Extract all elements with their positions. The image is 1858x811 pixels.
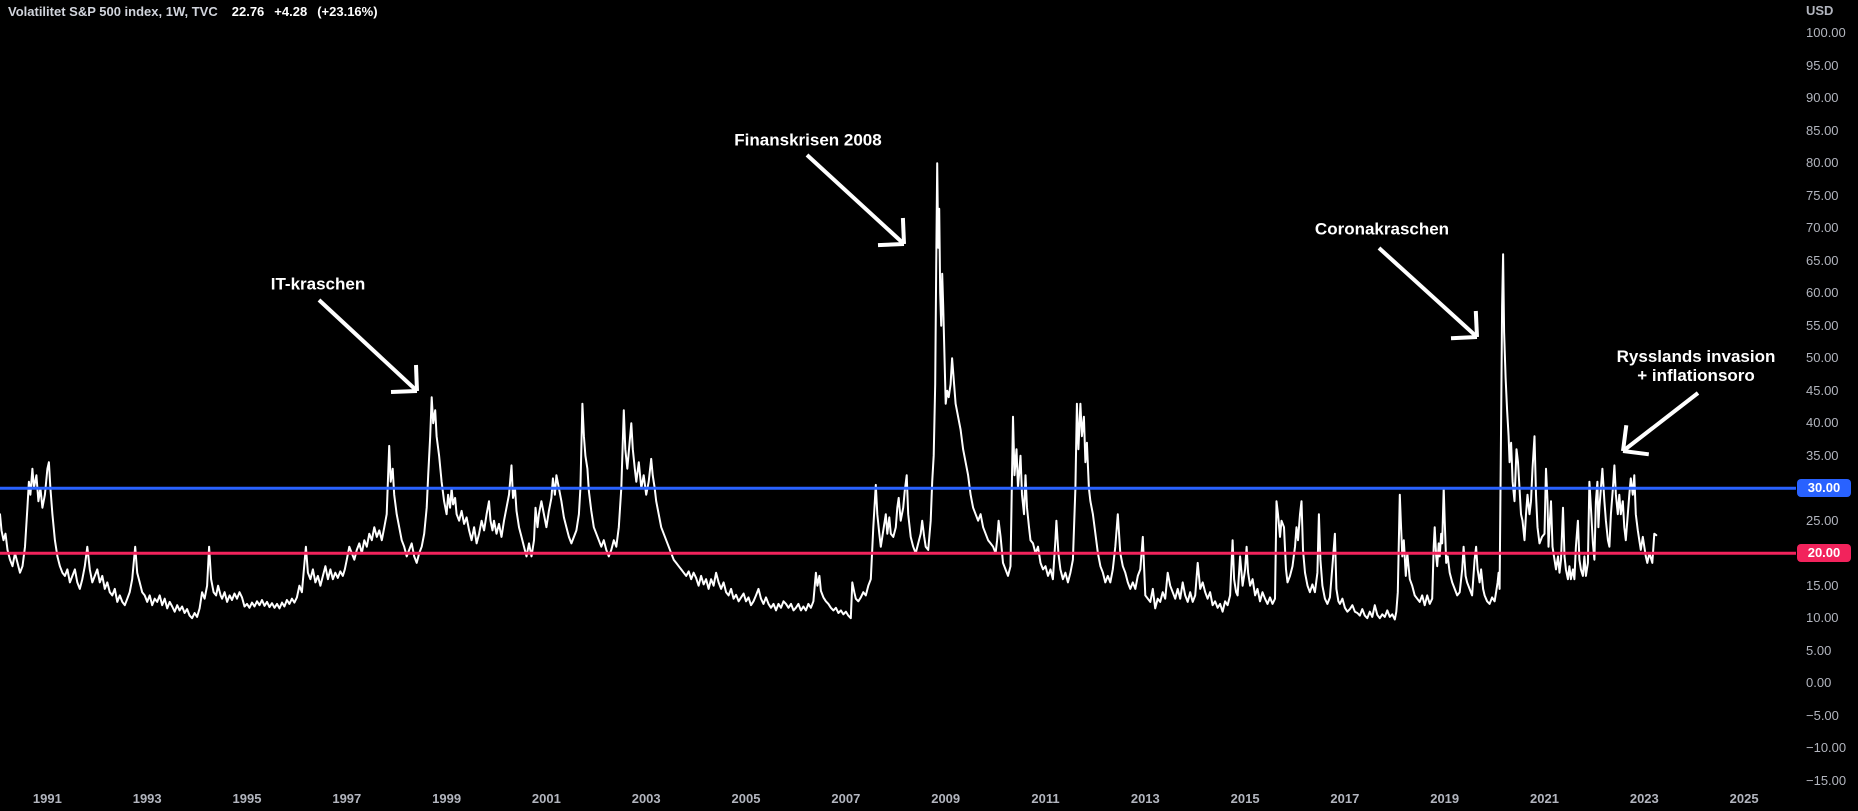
annotation-text[interactable]: Finanskrisen 2008 [734,130,881,149]
year-tick-label: 2017 [1330,791,1360,806]
year-tick-label: 2009 [931,791,961,806]
price-axis[interactable]: 30.00 20.00 100.00 95.00 90.00 85.00 80.00 75.0… [1796,0,1858,811]
year-tick-label: 2013 [1130,791,1160,806]
price-tick-label: 65.00 [1806,252,1839,268]
level-price-tag[interactable]: 30.00 [1797,479,1851,498]
price-tick-label: 90.00 [1806,90,1839,106]
annotation-arrow-shaft[interactable] [1377,246,1479,339]
annotation-text[interactable]: Coronakraschen [1315,219,1449,238]
price-tick-label: 95.00 [1806,57,1839,73]
annotation-text-line: Coronakraschen [1314,219,1450,239]
year-tick-label: 2021 [1530,791,1559,806]
year-tick-label: 2023 [1629,791,1659,806]
year-tick-label: 2001 [531,791,561,806]
price-tick-label: 10.00 [1806,610,1839,626]
price-tick-label: 40.00 [1806,415,1839,431]
annotation-text-line: Rysslands invasion [1616,346,1776,366]
annotation-arrow-head [900,217,906,245]
price-tick-label: 75.00 [1806,187,1839,203]
annotation-arrow-head [1621,424,1629,452]
year-tick-label: 2025 [1729,791,1759,806]
price-axis-currency-label: USD [1806,3,1834,18]
price-tick-label: 5.00 [1806,642,1832,658]
annotation-arrow-head [1622,449,1650,457]
annotation-text[interactable]: IT-kraschen [271,274,366,293]
price-tick-label: 85.00 [1806,122,1839,138]
year-tick-label: 2015 [1230,791,1260,806]
price-tick-label: 25.00 [1806,512,1839,528]
price-tick-label: 55.00 [1806,317,1839,333]
price-tick-label: 80.00 [1806,155,1839,171]
chart-legend: Volatilitet S&P 500 index, 1W, TVC 22.76… [8,4,378,19]
price-tick-label: 60.00 [1806,285,1839,301]
annotation-arrow-head [1450,335,1478,341]
year-tick-label: 2007 [831,791,861,806]
price-tick-label: 15.00 [1806,577,1839,593]
year-tick-label: 2019 [1430,791,1460,806]
year-tick-label: 1995 [232,791,262,806]
year-tick-label: 1997 [332,791,362,806]
annotation-arrow-shaft[interactable] [1621,391,1700,453]
year-tick-label: 1991 [32,791,62,806]
time-axis[interactable]: 1991 1993 1995 1997 1999 2001 2003 2005 2007 2009… [0,782,1858,811]
series-line-0 [0,162,1658,621]
annotation-text[interactable]: Rysslands invasion + inflationsoro [1617,347,1776,385]
price-change: +4.28 [274,4,308,19]
annotation-arrow-head [1473,310,1479,338]
level-price-tag[interactable]: 20.00 [1797,544,1851,563]
price-tick-label: 70.00 [1806,220,1839,236]
annotation-text-line: IT-kraschen [270,274,366,294]
year-tick-label: 2003 [631,791,661,806]
price-tick-label: −5.00 [1806,707,1839,723]
price-tick-label: −15.00 [1806,772,1847,788]
annotation-arrow-head [414,364,419,392]
chart-plot-area[interactable] [0,0,1796,782]
annotation-text-line: + inflationsoro [1637,366,1755,385]
year-tick-label: 1993 [132,791,162,806]
annotation-arrow-head [877,242,905,248]
annotation-arrow-head [390,389,418,394]
year-tick-label: 2011 [1031,791,1060,806]
price-tick-label: −10.00 [1806,740,1847,756]
last-price: 22.76 [231,4,265,19]
symbol-title[interactable]: Volatilitet S&P 500 index, 1W, TVC [8,4,218,19]
price-tick-label: 100.00 [1806,25,1846,41]
price-tick-label: 0.00 [1806,675,1832,691]
price-change-percent: (+23.16%) [317,4,378,19]
price-tick-label: 35.00 [1806,447,1839,463]
year-tick-label: 2005 [731,791,761,806]
annotation-arrow-shaft[interactable] [317,298,419,393]
annotation-text-line: Finanskrisen 2008 [734,130,882,150]
price-tick-label: 45.00 [1806,382,1839,398]
price-tick-label: 50.00 [1806,350,1839,366]
annotation-arrow-shaft[interactable] [805,153,906,246]
year-tick-label: 1999 [432,791,462,806]
